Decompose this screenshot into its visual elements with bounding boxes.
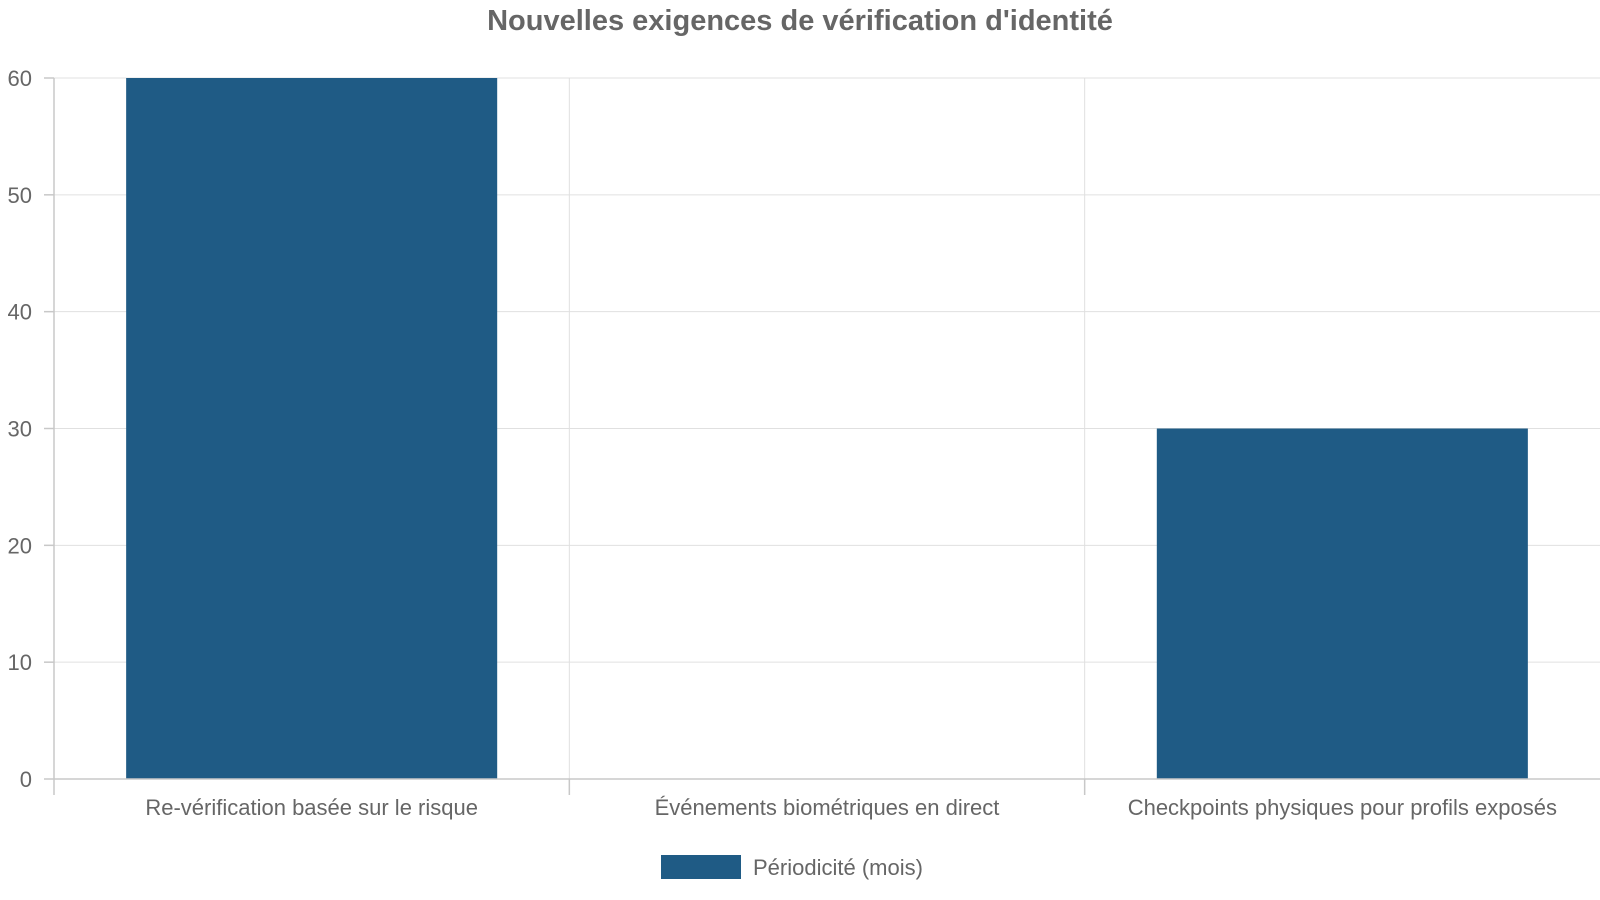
y-tick-label: 0 xyxy=(20,767,32,792)
bars xyxy=(126,78,1528,779)
legend[interactable]: Périodicité (mois) xyxy=(661,855,923,880)
y-axis-ticks: 0 10 20 30 40 50 60 xyxy=(8,66,32,792)
y-tick-label: 60 xyxy=(8,66,32,91)
chart-title: Nouvelles exigences de vérification d'id… xyxy=(487,5,1113,37)
x-category-label: Re-vérification basée sur le risque xyxy=(145,795,478,820)
axes xyxy=(44,77,1600,795)
y-tick-label: 20 xyxy=(8,533,32,558)
y-tick-label: 10 xyxy=(8,650,32,675)
x-axis-labels: Re-vérification basée sur le risque Événe… xyxy=(145,795,1557,820)
x-category-label: Événements biométriques en direct xyxy=(655,795,1000,820)
legend-swatch[interactable] xyxy=(661,855,741,879)
y-tick-label: 50 xyxy=(8,183,32,208)
bar[interactable] xyxy=(1156,428,1528,780)
bar[interactable] xyxy=(126,78,498,779)
y-tick-label: 40 xyxy=(8,300,32,325)
x-category-label: Checkpoints physiques pour profils expos… xyxy=(1128,795,1557,820)
legend-label[interactable]: Périodicité (mois) xyxy=(753,855,923,880)
y-tick-label: 30 xyxy=(8,417,32,442)
